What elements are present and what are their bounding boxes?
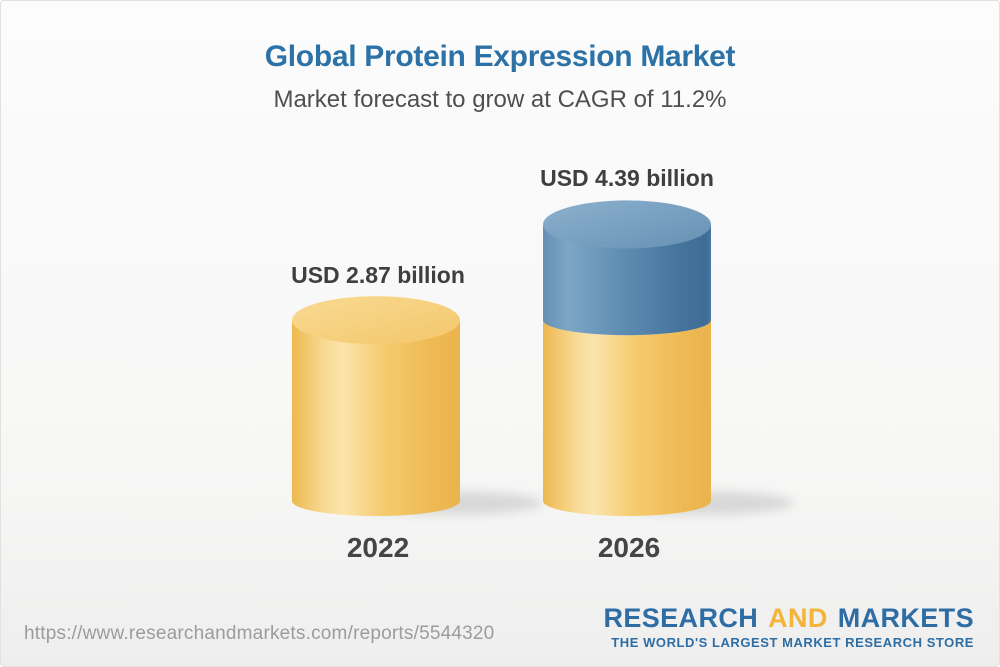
value-label-2026: USD 4.39 billion [540,165,714,191]
category-label-2026: 2026 [597,532,661,563]
logo-word-research: RESEARCH [603,603,759,633]
page-subtitle: Market forecast to grow at CAGR of 11.2% [273,86,727,113]
report-url: https://www.researchandmarkets.com/repor… [24,623,495,644]
category-label-2022: 2022 [346,532,410,563]
logo-wordmark: RESEARCH AND MARKETS [603,605,974,632]
logo-tagline: THE WORLD'S LARGEST MARKET RESEARCH STOR… [611,635,974,650]
research-and-markets-logo: RESEARCH AND MARKETS THE WORLD'S LARGEST… [603,605,974,650]
logo-word-and: AND [768,603,828,633]
value-label-2022: USD 2.87 billion [291,262,465,288]
chart-header: Global Protein Expression Market Market … [1,1,999,113]
logo-word-markets: MARKETS [837,603,974,633]
page-title: Global Protein Expression Market [264,40,736,73]
